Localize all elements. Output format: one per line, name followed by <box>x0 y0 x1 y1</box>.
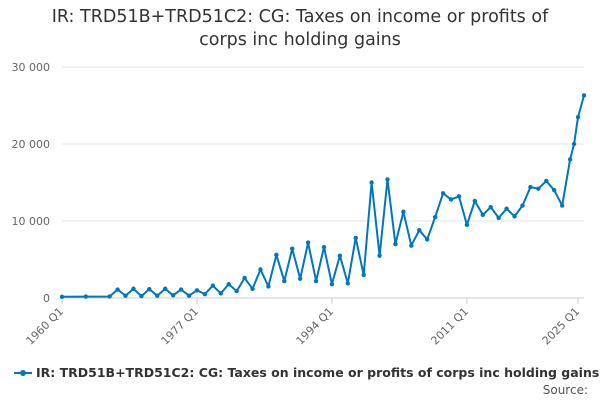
data-point[interactable] <box>581 93 587 98</box>
x-tick-label: 1977 Q1 <box>159 305 202 348</box>
data-point[interactable] <box>258 267 263 272</box>
data-point[interactable] <box>528 184 533 190</box>
data-point[interactable] <box>377 253 382 258</box>
data-point[interactable] <box>226 281 231 287</box>
data-point[interactable] <box>282 278 287 284</box>
data-point[interactable] <box>345 281 351 286</box>
x-axis: 1960 Q1 1977 Q1 1994 Q1 2011 Q1 2025 Q1 <box>24 297 584 348</box>
data-point[interactable] <box>218 291 223 296</box>
data-point[interactable] <box>274 252 279 258</box>
data-point[interactable] <box>432 214 438 220</box>
data-point[interactable] <box>163 286 168 291</box>
data-point[interactable] <box>123 293 128 298</box>
data-point[interactable] <box>202 291 208 297</box>
data-point[interactable] <box>480 212 485 218</box>
data-point[interactable] <box>401 209 406 214</box>
y-tick-label: 0 <box>43 292 50 305</box>
x-tick-label: 2011 Q1 <box>428 305 471 348</box>
y-tick-label: 30 000 <box>12 61 51 74</box>
data-point[interactable] <box>305 240 311 245</box>
data-point[interactable] <box>567 157 573 162</box>
data-point[interactable] <box>266 284 271 289</box>
data-point[interactable] <box>552 188 557 193</box>
data-point[interactable] <box>210 283 216 288</box>
data-point[interactable] <box>425 237 430 242</box>
data-point[interactable] <box>472 198 478 204</box>
data-point[interactable] <box>234 288 239 294</box>
legend-series-marker-icon <box>14 368 32 378</box>
data-point[interactable] <box>329 281 335 287</box>
x-tick-label: 1994 Q1 <box>294 305 337 348</box>
y-tick-label: 10 000 <box>12 215 51 228</box>
data-point[interactable] <box>559 203 565 208</box>
data-point[interactable] <box>313 278 319 284</box>
data-point[interactable] <box>504 206 509 211</box>
data-point[interactable] <box>59 294 65 300</box>
data-point[interactable] <box>131 286 136 291</box>
data-point[interactable] <box>147 286 152 292</box>
data-point[interactable] <box>448 197 454 202</box>
data-point[interactable] <box>440 191 446 196</box>
data-point[interactable] <box>337 253 343 258</box>
data-point[interactable] <box>456 194 462 199</box>
data-point[interactable] <box>544 178 549 184</box>
data-point[interactable] <box>83 294 89 299</box>
source-label: Source: <box>542 383 588 397</box>
data-point[interactable] <box>369 180 374 185</box>
data-point[interactable] <box>512 214 517 219</box>
data-point[interactable] <box>107 294 112 299</box>
data-point[interactable] <box>496 215 501 221</box>
data-point[interactable] <box>575 114 581 120</box>
legend-series-label: IR: TRD51B+TRD51C2: CG: Taxes on income … <box>36 365 600 380</box>
y-axis-tick-labels: 0 10 000 20 000 30 000 <box>12 61 51 305</box>
data-point[interactable] <box>139 293 144 299</box>
data-point[interactable] <box>409 243 414 248</box>
chart-title-line-2: corps inc holding gains <box>199 30 401 50</box>
y-tick-label: 20 000 <box>12 138 51 151</box>
data-point[interactable] <box>393 241 398 247</box>
data-point[interactable] <box>361 272 366 278</box>
chart-title-line-1: IR: TRD51B+TRD51C2: CG: Taxes on income … <box>51 7 549 27</box>
series-line[interactable] <box>61 95 585 298</box>
data-point[interactable] <box>297 276 303 281</box>
data-point[interactable] <box>385 177 390 182</box>
data-point[interactable] <box>464 222 470 228</box>
data-point[interactable] <box>417 228 422 233</box>
data-point[interactable] <box>488 204 493 210</box>
data-point[interactable] <box>290 246 295 251</box>
data-point[interactable] <box>115 287 120 292</box>
series-group <box>59 93 587 300</box>
x-tick-label: 1960 Q1 <box>24 305 67 348</box>
data-point[interactable] <box>186 293 192 298</box>
x-tick-label: 2025 Q1 <box>540 305 583 348</box>
data-point[interactable] <box>520 203 525 208</box>
data-point[interactable] <box>155 293 160 298</box>
data-point[interactable] <box>194 288 200 293</box>
legend[interactable]: IR: TRD51B+TRD51C2: CG: Taxes on income … <box>14 365 599 380</box>
data-point[interactable] <box>571 141 577 147</box>
data-point[interactable] <box>242 275 247 281</box>
chart-title: IR: TRD51B+TRD51C2: CG: Taxes on income … <box>0 6 600 52</box>
data-point[interactable] <box>321 244 327 250</box>
data-point[interactable] <box>178 287 184 292</box>
data-point[interactable] <box>250 286 255 291</box>
gridlines <box>62 66 584 222</box>
data-point[interactable] <box>170 293 176 298</box>
data-point[interactable] <box>353 235 358 241</box>
data-point[interactable] <box>536 186 541 191</box>
